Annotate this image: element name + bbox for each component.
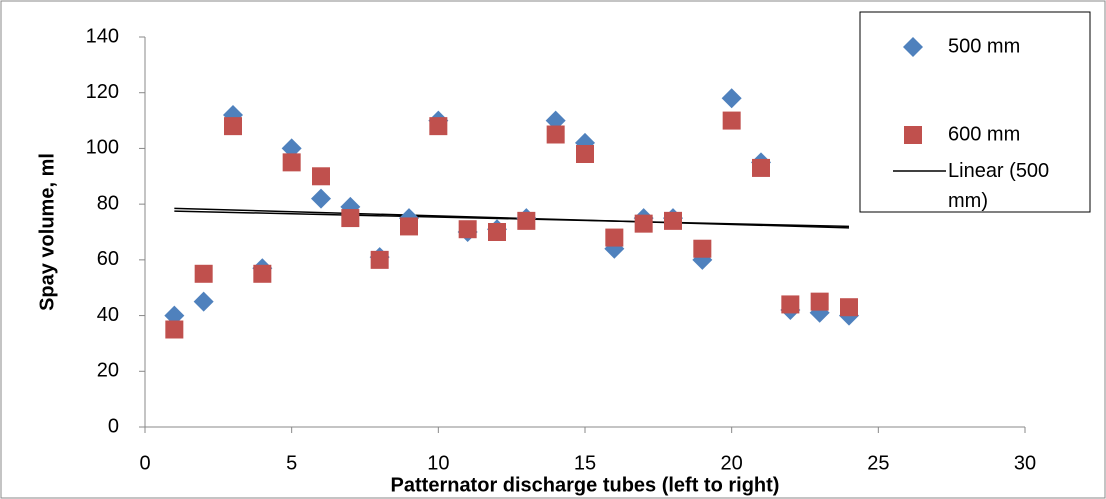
y-tick-label: 120 [86, 81, 119, 103]
x-tick-label: 25 [867, 452, 889, 474]
marker [224, 117, 242, 136]
marker [400, 217, 418, 236]
marker [312, 167, 330, 186]
marker [311, 188, 331, 209]
marker [253, 264, 272, 283]
legend-box [859, 11, 1091, 213]
x-tick-label: 20 [721, 452, 743, 474]
marker [165, 320, 184, 339]
marker [840, 298, 858, 317]
marker [488, 223, 506, 241]
marker [634, 214, 653, 233]
y-tick-label: 60 [97, 248, 119, 270]
marker [193, 291, 214, 312]
y-tick-label: 20 [97, 360, 119, 382]
x-tick-label: 5 [286, 452, 297, 474]
marker [546, 125, 565, 144]
marker [721, 88, 742, 109]
marker [722, 111, 741, 130]
marker [810, 292, 829, 311]
legend-label: Linear (500 mm) [948, 160, 1050, 212]
x-tick-label: 0 [139, 452, 150, 474]
marker [282, 153, 301, 172]
marker [693, 239, 712, 258]
marker [429, 117, 448, 136]
marker [752, 158, 770, 177]
marker [194, 264, 213, 283]
marker [576, 145, 594, 163]
marker [370, 250, 389, 269]
y-tick-label: 80 [97, 192, 119, 214]
y-tick-label: 100 [86, 137, 119, 159]
y-tick-label: 140 [86, 25, 119, 47]
marker [664, 211, 682, 230]
x-tick-label: 30 [1014, 452, 1036, 474]
legend-marker [904, 126, 922, 144]
y-tick-label: 0 [108, 415, 119, 437]
legend-label: 600 mm [948, 123, 1020, 145]
y-tick-label: 40 [97, 304, 119, 326]
trendline [174, 210, 850, 228]
x-tick-label: 15 [574, 452, 596, 474]
x-axis-title: Patternator discharge tubes (left to rig… [391, 474, 780, 496]
x-tick-label: 10 [427, 452, 449, 474]
marker [517, 211, 536, 230]
marker [458, 220, 477, 239]
y-axis-title: Spay volume, ml [36, 153, 58, 311]
marker [341, 209, 360, 228]
legend-label: 500 mm [948, 35, 1020, 57]
marker [781, 295, 800, 314]
marker [605, 228, 624, 247]
legend-marker [903, 37, 923, 57]
